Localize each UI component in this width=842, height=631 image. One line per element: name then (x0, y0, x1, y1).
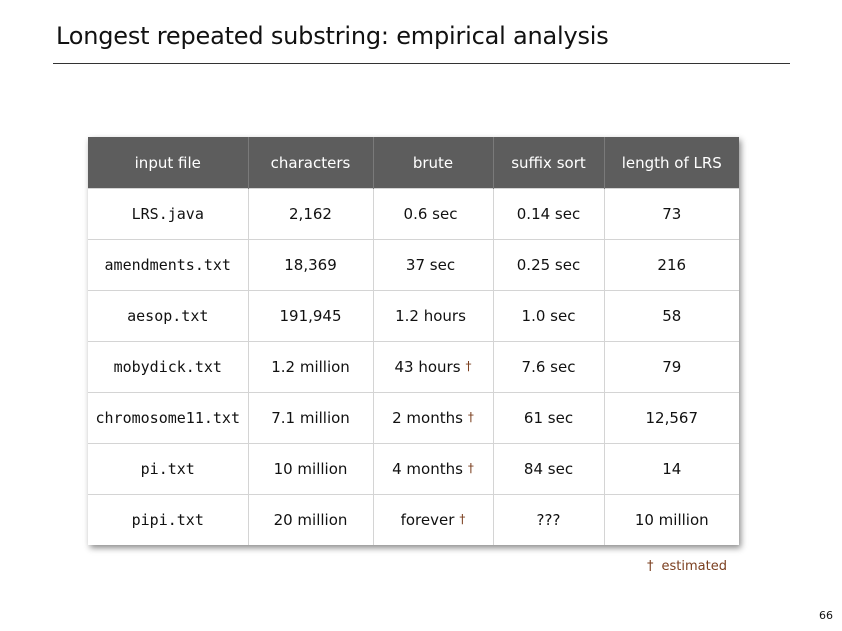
table-header-row: input file characters brute suffix sort … (88, 137, 739, 189)
cell-input-file: chromosome11.txt (88, 392, 249, 444)
brute-time: forever (400, 511, 455, 529)
estimated-dagger: † (467, 410, 474, 424)
table-row: aesop.txt 191,945 1.2 hours 1.0 sec 58 (88, 290, 739, 342)
cell-lrs-length: 10 million (604, 494, 739, 545)
cell-brute: 0.6 sec (373, 188, 494, 240)
cell-lrs-length: 12,567 (604, 392, 739, 444)
cell-suffix-sort: ??? (493, 494, 605, 545)
footnote-dagger: † (647, 559, 654, 574)
brute-time: 1.2 hours (395, 307, 466, 325)
cell-suffix-sort: 1.0 sec (493, 290, 605, 342)
footnote: † estimated (647, 559, 727, 574)
slide-title: Longest repeated substring: empirical an… (56, 22, 609, 50)
cell-characters: 18,369 (248, 239, 374, 291)
table-row: mobydick.txt 1.2 million 43 hours † 7.6 s… (88, 341, 739, 393)
cell-characters: 1.2 million (248, 341, 374, 393)
cell-brute: 43 hours † (373, 341, 494, 393)
brute-time: 37 sec (405, 256, 456, 274)
header-brute: brute (373, 137, 494, 189)
cell-characters: 2,162 (248, 188, 374, 240)
page-number: 66 (819, 609, 833, 622)
cell-brute: 1.2 hours (373, 290, 494, 342)
cell-brute: 2 months † (373, 392, 494, 444)
brute-time: 4 months (392, 460, 463, 478)
header-length-of-lrs: length of LRS (604, 137, 739, 189)
table-row: LRS.java 2,162 0.6 sec 0.14 sec 73 (88, 188, 739, 240)
cell-suffix-sort: 0.25 sec (493, 239, 605, 291)
cell-characters: 191,945 (248, 290, 374, 342)
brute-time: 43 hours (394, 358, 461, 376)
brute-time: 0.6 sec (403, 205, 458, 223)
cell-suffix-sort: 61 sec (493, 392, 605, 444)
table-row: chromosome11.txt 7.1 million 2 months † 6… (88, 392, 739, 444)
cell-input-file: mobydick.txt (88, 341, 249, 393)
estimated-dagger: † (465, 359, 472, 373)
cell-suffix-sort: 0.14 sec (493, 188, 605, 240)
cell-input-file: LRS.java (88, 188, 249, 240)
cell-suffix-sort: 7.6 sec (493, 341, 605, 393)
cell-lrs-length: 14 (604, 443, 739, 495)
cell-brute: 4 months † (373, 443, 494, 495)
cell-input-file: aesop.txt (88, 290, 249, 342)
cell-lrs-length: 216 (604, 239, 739, 291)
results-table: input file characters brute suffix sort … (88, 137, 739, 545)
footnote-text: estimated (661, 559, 727, 574)
cell-brute: forever † (373, 494, 494, 545)
cell-lrs-length: 79 (604, 341, 739, 393)
estimated-dagger: † (459, 512, 466, 526)
brute-time: 2 months (392, 409, 463, 427)
header-input-file: input file (88, 137, 249, 189)
estimated-dagger: † (467, 461, 474, 475)
cell-characters: 10 million (248, 443, 374, 495)
title-underline (53, 63, 790, 64)
table-row: amendments.txt 18,369 37 sec 0.25 sec 21… (88, 239, 739, 291)
cell-characters: 20 million (248, 494, 374, 545)
cell-lrs-length: 73 (604, 188, 739, 240)
cell-suffix-sort: 84 sec (493, 443, 605, 495)
cell-characters: 7.1 million (248, 392, 374, 444)
header-suffix-sort: suffix sort (493, 137, 605, 189)
cell-brute: 37 sec (373, 239, 494, 291)
table-row: pipi.txt 20 million forever † ??? 10 mill… (88, 494, 739, 545)
table-row: pi.txt 10 million 4 months † 84 sec 14 (88, 443, 739, 495)
header-characters: characters (248, 137, 374, 189)
cell-input-file: pipi.txt (88, 494, 249, 545)
cell-input-file: pi.txt (88, 443, 249, 495)
cell-lrs-length: 58 (604, 290, 739, 342)
cell-input-file: amendments.txt (88, 239, 249, 291)
